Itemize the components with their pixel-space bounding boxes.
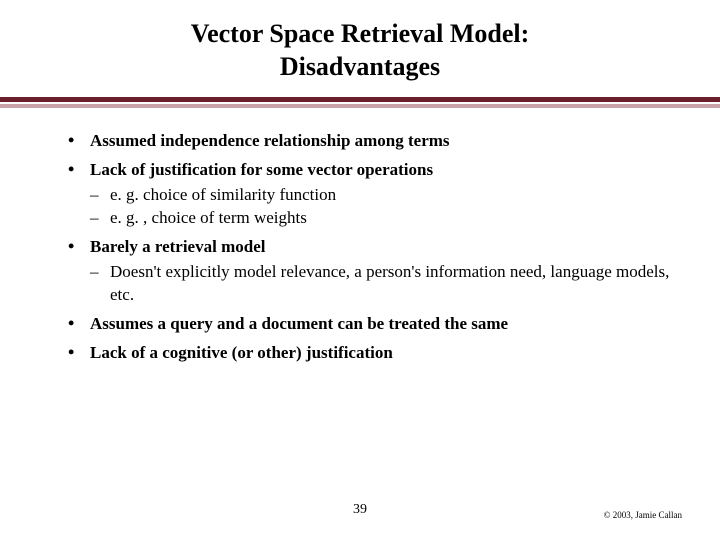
bullet-item: Lack of a cognitive (or other) justifica…	[68, 342, 680, 365]
slide: Vector Space Retrieval Model: Disadvanta…	[0, 0, 720, 540]
sub-bullet-text: e. g. choice of similarity function	[110, 185, 336, 204]
divider-bar-dark	[0, 97, 720, 102]
title-line-1: Vector Space Retrieval Model:	[40, 18, 680, 51]
sub-bullet-item: Doesn't explicitly model relevance, a pe…	[90, 261, 680, 307]
slide-footer: 39 © 2003, Jamie Callan	[0, 502, 720, 522]
bullet-list: Assumed independence relationship among …	[68, 130, 680, 364]
bullet-item: Lack of justification for some vector op…	[68, 159, 680, 230]
sub-bullet-item: e. g. choice of similarity function	[90, 184, 680, 207]
divider-bar-light	[0, 104, 720, 108]
slide-title: Vector Space Retrieval Model: Disadvanta…	[40, 18, 680, 83]
sub-bullet-list: e. g. choice of similarity function e. g…	[90, 184, 680, 230]
sub-bullet-list: Doesn't explicitly model relevance, a pe…	[90, 261, 680, 307]
sub-bullet-text: Doesn't explicitly model relevance, a pe…	[110, 262, 669, 304]
bullet-item: Assumes a query and a document can be tr…	[68, 313, 680, 336]
copyright: © 2003, Jamie Callan	[604, 510, 682, 520]
bullet-text: Lack of a cognitive (or other) justifica…	[90, 343, 393, 362]
bullet-item: Assumed independence relationship among …	[68, 130, 680, 153]
page-number: 39	[353, 502, 367, 518]
slide-body: Assumed independence relationship among …	[40, 130, 680, 364]
bullet-text: Lack of justification for some vector op…	[90, 160, 433, 179]
bullet-item: Barely a retrieval model Doesn't explici…	[68, 236, 680, 307]
bullet-text: Assumed independence relationship among …	[90, 131, 450, 150]
title-divider	[0, 97, 720, 108]
sub-bullet-item: e. g. , choice of term weights	[90, 207, 680, 230]
sub-bullet-text: e. g. , choice of term weights	[110, 208, 307, 227]
bullet-text: Assumes a query and a document can be tr…	[90, 314, 508, 333]
bullet-text: Barely a retrieval model	[90, 237, 265, 256]
title-line-2: Disadvantages	[40, 51, 680, 84]
